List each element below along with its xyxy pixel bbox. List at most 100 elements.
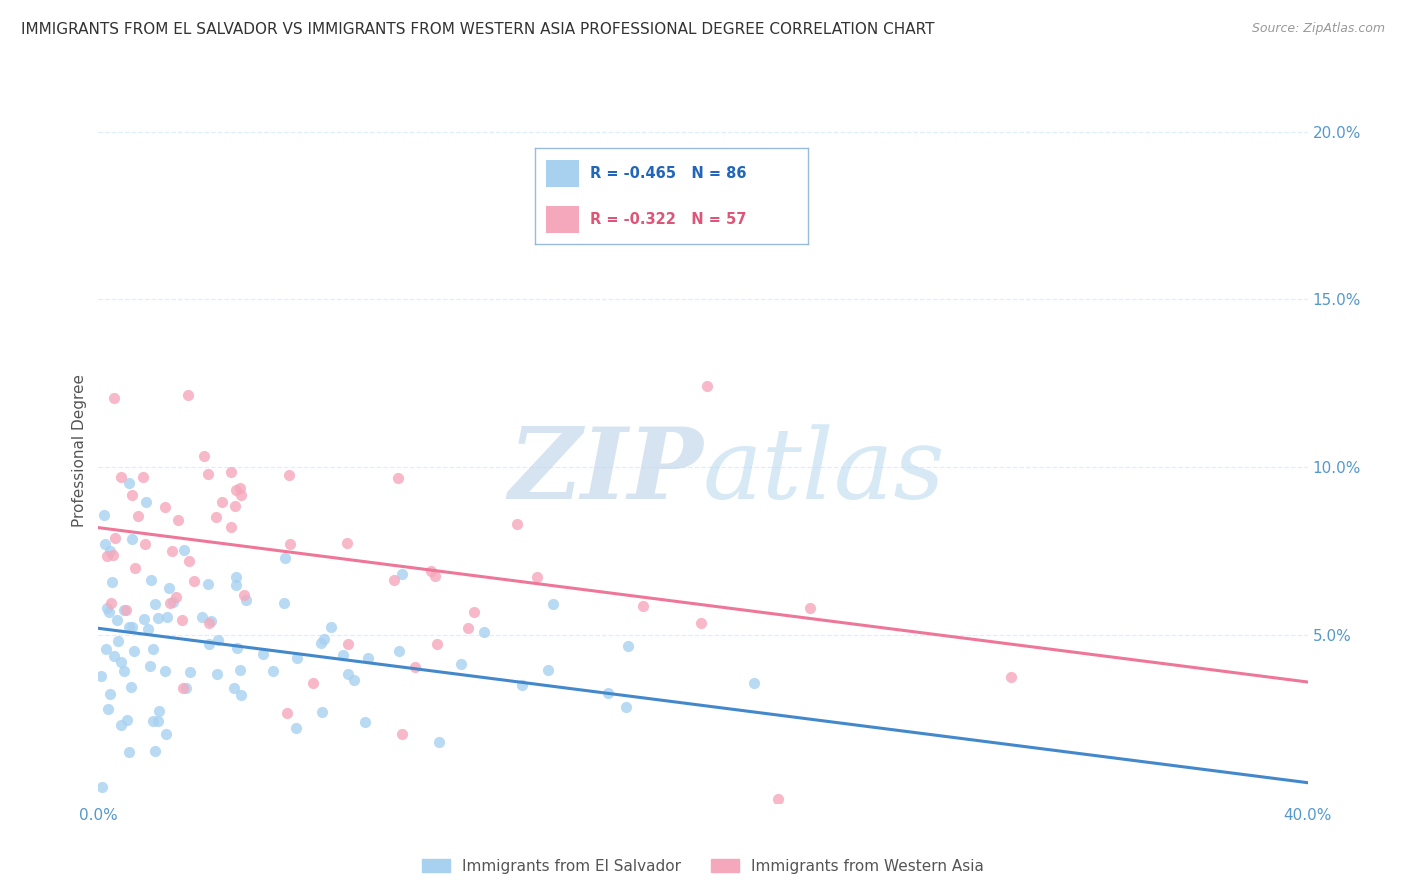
Point — [107, 633, 129, 648]
Point — [631, 599, 654, 614]
Point — [617, 640, 640, 654]
Point — [229, 663, 252, 677]
Point — [742, 676, 765, 690]
Point — [98, 687, 121, 701]
Y-axis label: Professional Degree: Professional Degree — [72, 374, 87, 527]
Point — [197, 576, 219, 591]
Point — [337, 667, 360, 681]
Point — [252, 647, 274, 661]
Point — [211, 494, 233, 508]
Bar — [546, 206, 579, 233]
Point — [90, 780, 112, 794]
Point — [124, 561, 146, 575]
Point — [143, 597, 166, 611]
Point — [231, 689, 253, 703]
Point — [273, 550, 295, 565]
Point — [165, 590, 187, 604]
Point — [90, 669, 112, 683]
Point — [262, 665, 284, 679]
Point — [419, 564, 441, 578]
Point — [1000, 670, 1022, 684]
Point — [312, 632, 335, 646]
Point — [174, 681, 197, 695]
Point — [472, 625, 495, 640]
Point — [799, 601, 821, 615]
Text: atlas: atlas — [703, 424, 946, 519]
Legend: Immigrants from El Salvador, Immigrants from Western Asia: Immigrants from El Salvador, Immigrants … — [416, 853, 990, 880]
Point — [537, 663, 560, 677]
Point — [172, 613, 194, 627]
Point — [162, 595, 184, 609]
Point — [97, 605, 120, 619]
Point — [198, 615, 221, 630]
Point — [311, 636, 333, 650]
Point — [97, 702, 120, 716]
Point — [225, 483, 247, 498]
Point — [136, 622, 159, 636]
Point — [457, 622, 479, 636]
Point — [127, 509, 149, 524]
Point — [506, 516, 529, 531]
Point — [172, 681, 194, 695]
Point — [146, 714, 169, 728]
Point — [183, 574, 205, 589]
Point — [118, 745, 141, 759]
Point — [153, 500, 176, 514]
Point — [229, 481, 252, 495]
Point — [427, 735, 450, 749]
Point — [121, 620, 143, 634]
Point — [382, 573, 405, 587]
Point — [526, 570, 548, 584]
Point — [132, 611, 155, 625]
Point — [766, 792, 789, 806]
Point — [276, 706, 298, 720]
Point — [224, 499, 246, 513]
Point — [388, 644, 411, 658]
Point — [112, 603, 135, 617]
Point — [614, 700, 637, 714]
Point — [173, 543, 195, 558]
Point — [343, 673, 366, 688]
Text: ZIP: ZIP — [508, 424, 703, 520]
Point — [302, 676, 325, 690]
Point — [391, 727, 413, 741]
Point — [423, 569, 446, 583]
Point — [696, 378, 718, 392]
Point — [110, 470, 132, 484]
Point — [543, 598, 565, 612]
Point — [105, 613, 128, 627]
Point — [118, 620, 141, 634]
Point — [94, 537, 117, 551]
Text: R = -0.322   N = 57: R = -0.322 N = 57 — [591, 212, 747, 227]
Point — [512, 677, 534, 691]
Point — [104, 531, 127, 545]
Point — [689, 615, 711, 630]
Point — [336, 536, 359, 550]
Text: R = -0.465   N = 86: R = -0.465 N = 86 — [591, 166, 747, 181]
Point — [233, 589, 256, 603]
Point — [235, 593, 257, 607]
Point — [132, 470, 155, 484]
Point — [357, 650, 380, 665]
Point — [179, 665, 201, 679]
Text: IMMIGRANTS FROM EL SALVADOR VS IMMIGRANTS FROM WESTERN ASIA PROFESSIONAL DEGREE : IMMIGRANTS FROM EL SALVADOR VS IMMIGRANT… — [21, 22, 935, 37]
Point — [337, 637, 360, 651]
Point — [115, 603, 138, 617]
Point — [121, 532, 143, 546]
Point — [450, 657, 472, 671]
Point — [354, 715, 377, 730]
Text: Source: ZipAtlas.com: Source: ZipAtlas.com — [1251, 22, 1385, 36]
Point — [387, 471, 409, 485]
Point — [96, 600, 118, 615]
Point — [159, 596, 181, 610]
Point — [103, 391, 125, 405]
Point — [139, 659, 162, 673]
Point — [225, 578, 247, 592]
Point — [103, 648, 125, 663]
Point — [115, 714, 138, 728]
Point — [110, 655, 132, 669]
Point — [94, 642, 117, 657]
Point — [311, 706, 333, 720]
Point — [98, 544, 121, 558]
Point — [93, 508, 115, 522]
